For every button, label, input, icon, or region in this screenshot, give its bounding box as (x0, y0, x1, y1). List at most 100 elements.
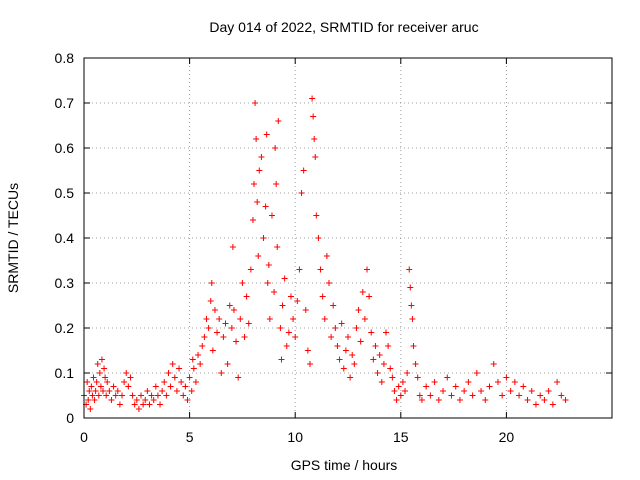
data-point (189, 356, 196, 363)
y-tick-label: 0 (66, 410, 74, 426)
data-point (385, 343, 392, 349)
data-point (524, 397, 531, 403)
x-tick-label: 0 (80, 429, 88, 445)
data-point (414, 374, 421, 381)
data-point (216, 316, 223, 322)
data-point (96, 370, 103, 376)
data-point (372, 343, 379, 349)
data-point (351, 361, 358, 367)
data-point (345, 334, 351, 340)
data-point (393, 397, 400, 403)
data-point (399, 379, 406, 385)
data-point (195, 352, 202, 358)
data-point (332, 325, 339, 331)
y-tick-label: 0.3 (55, 275, 75, 291)
chart-title: Day 014 of 2022, SRMTID for receiver aru… (209, 19, 478, 35)
data-point (366, 293, 373, 300)
data-point (114, 388, 121, 394)
data-point (235, 374, 242, 381)
data-point (342, 347, 349, 354)
data-point (135, 406, 142, 412)
data-point (309, 95, 316, 102)
data-point (178, 379, 185, 385)
data-point (260, 235, 267, 241)
data-point (102, 374, 109, 381)
data-point (395, 383, 402, 390)
data-point (161, 379, 168, 385)
data-point (133, 397, 140, 403)
data-point (435, 397, 442, 403)
data-point (263, 131, 270, 138)
data-point (138, 392, 145, 399)
data-point (208, 280, 215, 286)
data-point (148, 392, 155, 399)
x-tick-label: 10 (287, 429, 303, 445)
data-point (110, 383, 117, 390)
data-point (353, 325, 360, 331)
data-point (241, 334, 248, 340)
data-point (97, 383, 104, 390)
data-point (452, 383, 459, 390)
data-point (274, 244, 281, 250)
data-point (184, 397, 191, 403)
data-point (281, 275, 288, 282)
y-tick-labels: 0 0.1 0.2 0.3 0.4 0.5 0.6 0.7 0.8 (55, 50, 75, 426)
data-point (283, 343, 290, 349)
data-point (427, 392, 434, 399)
data-point (494, 379, 501, 385)
data-point (423, 383, 430, 390)
data-point (431, 379, 438, 385)
data-point (123, 370, 130, 376)
data-point (490, 361, 497, 367)
y-axis-title: SRMTID / TECUs (5, 183, 21, 293)
data-point (264, 280, 271, 286)
data-point (408, 302, 415, 309)
data-point (214, 329, 221, 336)
data-point (218, 370, 225, 376)
data-point (520, 383, 527, 390)
data-point (163, 392, 170, 399)
grid-lines (84, 58, 612, 418)
data-point (224, 361, 231, 367)
data-point (397, 392, 404, 399)
data-point (188, 388, 195, 394)
y-tick-label: 0.5 (55, 185, 75, 201)
data-point (140, 401, 147, 408)
data-point (410, 343, 417, 349)
data-point (304, 347, 311, 354)
data-point (92, 388, 99, 394)
data-point (357, 338, 364, 345)
data-point (159, 388, 166, 394)
data-point (237, 316, 244, 322)
data-point (306, 361, 313, 367)
data-point (361, 316, 368, 322)
y-tick-label: 0.4 (55, 230, 75, 246)
data-point (98, 356, 105, 363)
data-point (402, 388, 409, 394)
data-point (317, 266, 324, 273)
x-tick-label: 15 (393, 429, 409, 445)
data-point (229, 244, 236, 250)
data-point (311, 136, 318, 142)
data-point (84, 379, 91, 385)
data-point (456, 397, 463, 403)
data-point (262, 203, 269, 210)
axis-ticks (83, 57, 612, 419)
data-point (144, 388, 151, 394)
data-point (131, 401, 138, 408)
data-point (549, 401, 556, 408)
data-point (245, 320, 252, 327)
data-point (323, 253, 330, 259)
data-point (448, 392, 455, 399)
data-point (340, 365, 347, 372)
data-point (482, 397, 489, 403)
data-point (541, 397, 548, 403)
data-point (359, 289, 366, 295)
data-point (176, 365, 183, 372)
data-point (106, 388, 113, 394)
data-point (383, 329, 390, 336)
data-point (273, 181, 280, 187)
data-point (277, 325, 284, 331)
data-point (146, 401, 153, 408)
data-point (101, 365, 108, 372)
